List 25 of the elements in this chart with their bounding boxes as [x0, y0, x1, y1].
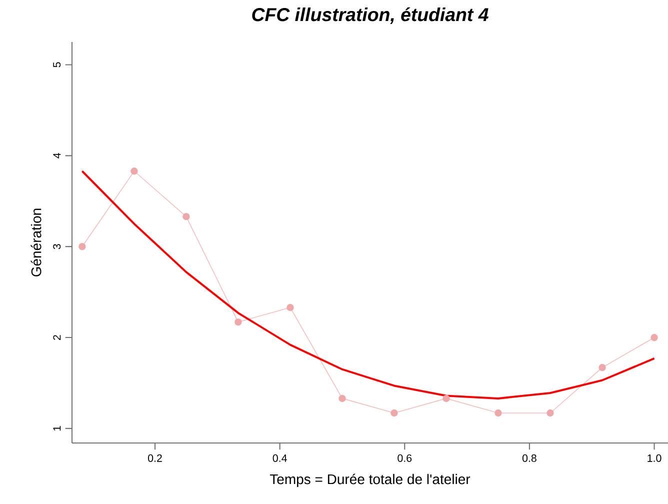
- point: [494, 409, 502, 417]
- point: [182, 212, 190, 220]
- y-tick-label: 3: [53, 244, 61, 250]
- point: [650, 334, 658, 342]
- point: [234, 318, 242, 326]
- point: [390, 409, 398, 417]
- chart-title: CFC illustration, étudiant 4: [252, 7, 488, 24]
- y-tick-label: 1: [53, 426, 61, 431]
- point: [546, 409, 554, 417]
- y-tick-label: 4: [53, 153, 61, 158]
- y-axis-title: Génération: [30, 208, 42, 276]
- y-tick-label: 5: [53, 62, 61, 68]
- x-tick-label: 0.8: [522, 454, 536, 462]
- point: [598, 364, 606, 372]
- x-axis-title: Temps = Durée totale de l'atelier: [270, 474, 470, 487]
- point: [338, 394, 346, 402]
- x-tick-label: 0.4: [272, 454, 287, 462]
- x-tick-label: 0.2: [148, 454, 162, 462]
- point: [286, 304, 294, 312]
- point: [442, 394, 450, 402]
- x-tick-label: 1.0: [648, 454, 662, 462]
- point: [78, 242, 86, 250]
- y-tick-label: 2: [53, 335, 61, 340]
- point: [130, 168, 138, 175]
- x-tick-label: 0.6: [398, 454, 412, 462]
